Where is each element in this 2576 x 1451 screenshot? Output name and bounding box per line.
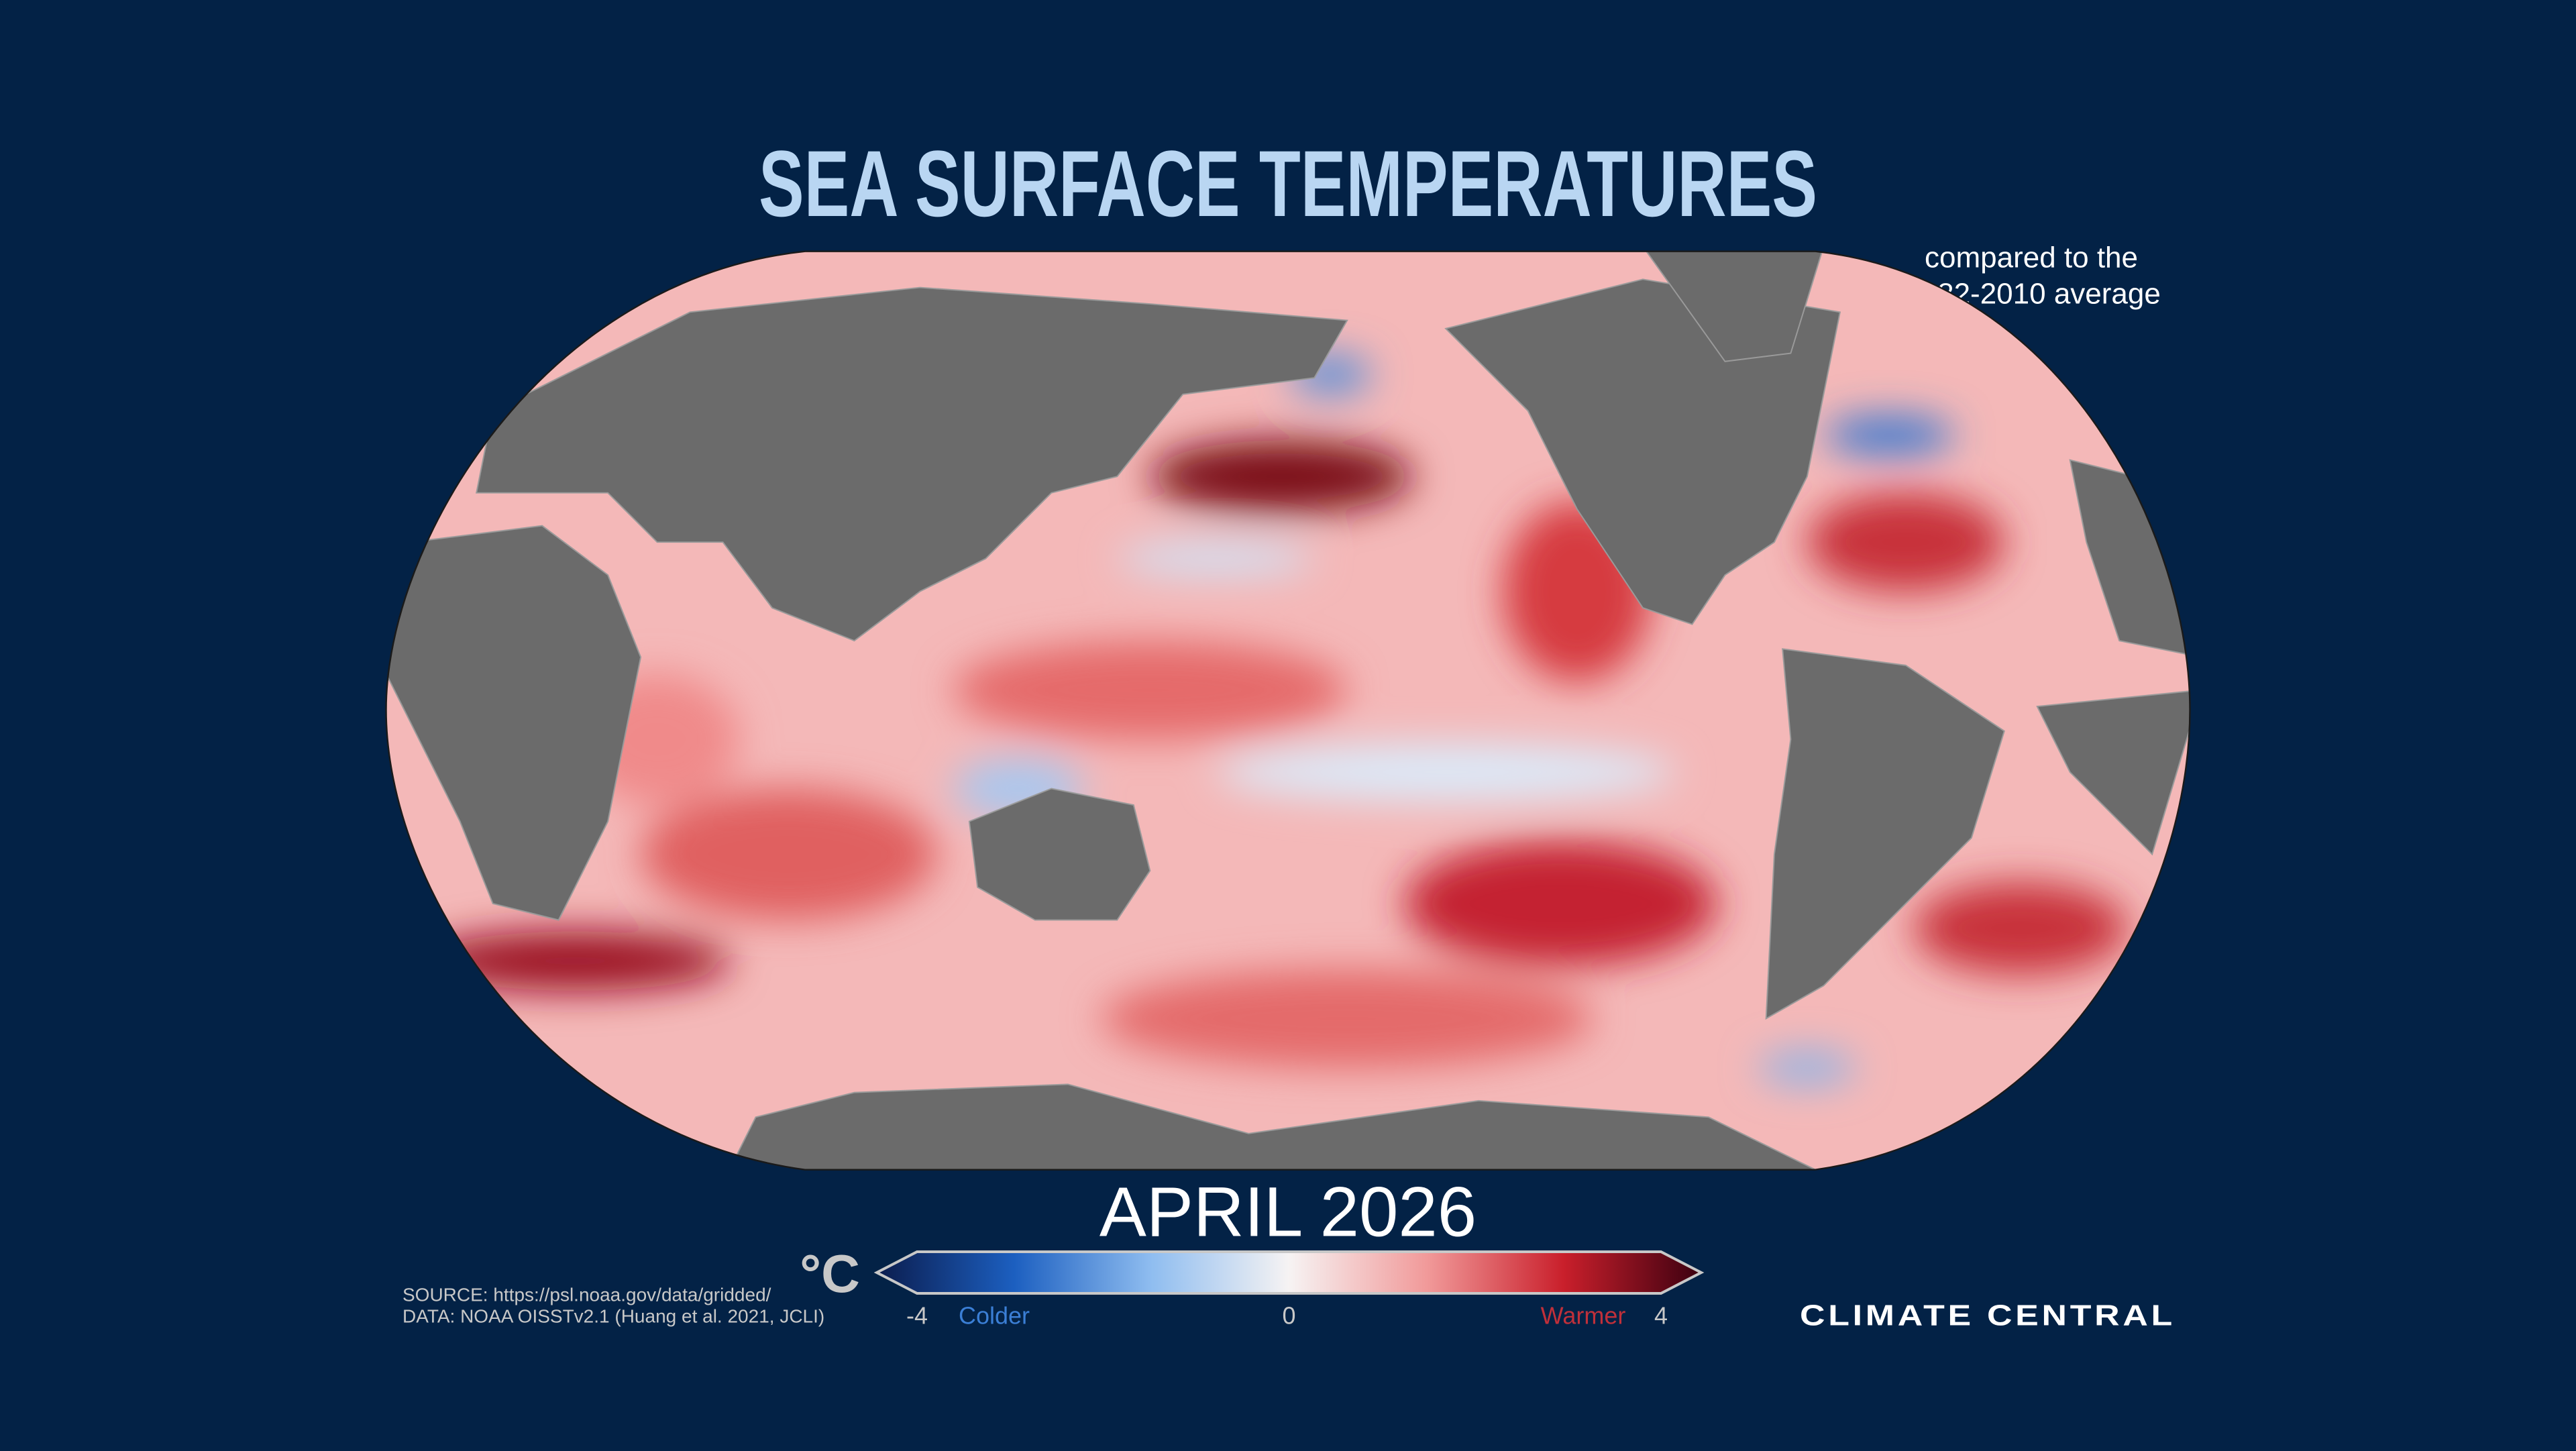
colder-label: Colder (959, 1302, 1030, 1330)
colorbar-tick-label: -4 (906, 1302, 928, 1330)
landmass (2036, 689, 2190, 856)
anomaly-blob (1823, 415, 1955, 455)
landmass (1642, 251, 1825, 362)
anomaly-blob (1117, 542, 1315, 576)
landmass (721, 1083, 1906, 1170)
title: SEA SURFACE TEMPERATURES (759, 131, 1817, 236)
colorbar-tick-label: 0 (1282, 1302, 1295, 1330)
anomaly-blob (1404, 841, 1717, 967)
land (386, 251, 2190, 1170)
data-credit: DATA: NOAA OISSTv2.1 (Huang et al. 2021,… (402, 1305, 824, 1326)
anomaly-blob (1150, 440, 1413, 513)
landmass (476, 286, 1348, 642)
anomaly-blob (419, 931, 731, 991)
anomaly-blob (1807, 492, 2004, 592)
anomaly-blob (953, 641, 1348, 740)
colorbar: -4 0 4 Colder Warmer (873, 1250, 1705, 1330)
map (386, 251, 2190, 1170)
warmer-label: Warmer (1541, 1302, 1626, 1330)
anomaly-blob (1914, 882, 2128, 975)
logo: CLIMATE CENTRAL (1800, 1299, 2176, 1332)
anomaly-blob (1758, 1051, 1857, 1085)
period: APRIL 2026 (1099, 1173, 1477, 1252)
source: SOURCE: https://psl.noaa.gov/data/gridde… (402, 1284, 771, 1305)
landmass (968, 788, 1151, 921)
landmass (1444, 278, 1841, 625)
anomaly-blob (1216, 742, 1676, 802)
colorbar-tick-label: 4 (1654, 1302, 1668, 1330)
subtitle: compared to the (1925, 241, 2138, 274)
landmass (386, 525, 642, 921)
unit: °C (800, 1244, 860, 1303)
map-outline (385, 250, 2191, 1171)
landmass (1765, 648, 2005, 1020)
anomaly-blob (641, 788, 936, 920)
anomaly-blob (1100, 969, 1594, 1068)
colorbar-bar (873, 1250, 1705, 1295)
